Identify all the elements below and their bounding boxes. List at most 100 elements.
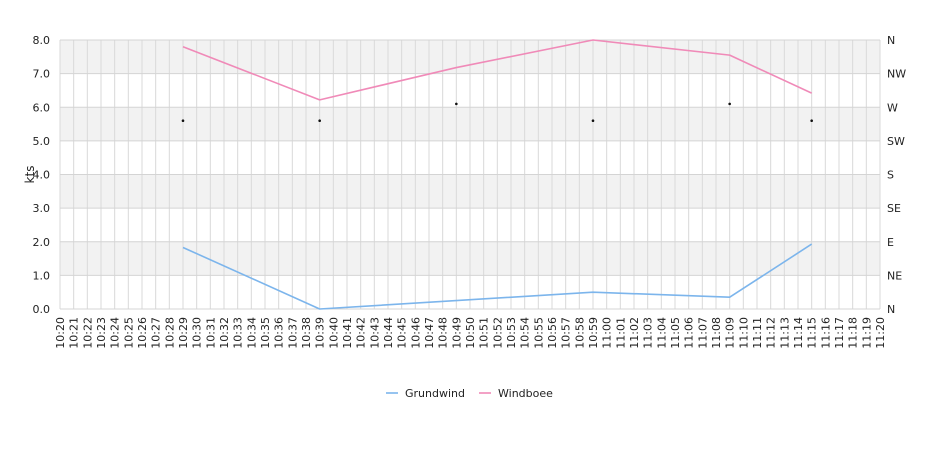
legend-label: Grundwind [405,387,465,400]
direction-marker [318,119,321,122]
x-tick-label: 11:06 [683,317,696,349]
x-tick-label: 11:10 [737,317,750,349]
x-tick-label: 10:46 [409,317,422,349]
x-tick-label: 10:49 [450,317,463,349]
x-axis-ticks: 10:20 10:21 10:22 10:23 10:24 10:25 10:26 10:27… [54,317,887,349]
x-tick-label: 10:53 [505,317,518,349]
x-tick-label: 10:27 [150,317,163,349]
x-tick-label: 10:52 [491,317,504,349]
direction-tick-label: S [887,169,894,182]
x-tick-label: 11:17 [833,317,846,349]
x-tick-label: 11:02 [628,317,641,349]
x-tick-label: 10:31 [204,317,217,349]
direction-tick-label: NW [887,68,906,81]
x-tick-label: 10:41 [341,317,354,349]
x-tick-label: 10:47 [423,317,436,349]
y-axis-ticks: 0.0 1.0 2.0 3.0 4.0 5.0 6.0 7.0 8.0 [33,34,51,316]
x-tick-label: 10:26 [136,317,149,349]
x-tick-label: 10:23 [95,317,108,349]
direction-tick-label: N [887,303,895,316]
x-tick-label: 11:13 [778,317,791,349]
x-tick-label: 10:36 [273,317,286,349]
x-tick-label: 11:11 [751,317,764,349]
y-tick-label: 8.0 [33,34,51,47]
x-tick-label: 10:51 [478,317,491,349]
direction-tick-label: SW [887,135,905,148]
x-tick-label: 10:32 [218,317,231,349]
legend-label: Windboee [498,387,553,400]
x-tick-label: 10:21 [68,317,81,349]
x-tick-label: 11:00 [601,317,614,349]
y-tick-label: 4.0 [33,169,51,182]
x-tick-label: 10:25 [122,317,135,349]
x-tick-label: 10:59 [587,317,600,349]
direction-marker [181,119,185,122]
x-tick-label: 11:07 [696,317,709,349]
x-tick-label: 11:09 [724,317,737,349]
series-line-windboee [182,39,813,101]
x-tick-label: 11:08 [710,317,723,349]
legend-item-grundwind[interactable]: Grundwind [386,387,465,400]
x-tick-label: 10:28 [163,317,176,349]
y-tick-label: 2.0 [33,236,51,249]
x-tick-label: 10:22 [81,317,94,349]
direction-marker [455,102,458,106]
x-tick-label: 11:18 [847,317,860,349]
direction-marker [591,119,595,122]
x-tick-label: 10:48 [437,317,450,349]
right-axis-ticks: N NE E SE S SW W NW N [887,34,906,316]
x-tick-label: 10:54 [519,317,532,349]
direction-marker [728,102,731,106]
x-tick-label: 11:01 [614,317,627,349]
y-tick-label: 5.0 [33,135,51,148]
x-tick-label: 10:45 [396,317,409,349]
x-tick-label: 10:55 [532,317,545,349]
x-tick-label: 10:56 [546,317,559,349]
x-tick-label: 10:43 [368,317,381,349]
direction-markers [181,102,813,122]
legend-item-windboee[interactable]: Windboee [479,387,553,400]
series-lines [182,39,813,310]
x-tick-label: 10:33 [232,317,245,349]
x-tick-label: 10:39 [314,317,327,349]
x-tick-label: 11:19 [860,317,873,349]
y-tick-label: 7.0 [33,68,51,81]
x-tick-label: 10:38 [300,317,313,349]
y-tick-label: 6.0 [33,101,51,114]
x-tick-label: 10:42 [355,317,368,349]
x-tick-label: 10:24 [109,317,122,349]
x-tick-label: 11:15 [806,317,819,349]
x-tick-label: 10:57 [560,317,573,349]
direction-tick-label: NE [887,269,902,282]
x-tick-label: 10:37 [286,317,299,349]
x-tick-label: 10:44 [382,317,395,349]
x-tick-label: 10:34 [245,317,258,349]
direction-tick-label: N [887,34,895,47]
x-tick-label: 11:05 [669,317,682,349]
x-tick-label: 10:30 [191,317,204,349]
x-tick-label: 10:20 [54,317,67,349]
x-tick-label: 11:20 [874,317,887,349]
direction-tick-label: W [887,101,898,114]
direction-marker [810,119,813,122]
x-tick-label: 11:14 [792,317,805,349]
legend[interactable]: Grundwind Windboee [386,387,553,400]
x-tick-label: 10:50 [464,317,477,349]
x-tick-label: 11:12 [765,317,778,349]
direction-tick-label: E [887,236,894,249]
x-tick-label: 11:04 [655,317,668,349]
series-line-grundwind [182,243,813,310]
horizontal-gridlines [60,39,880,310]
y-axis-title: kts [23,166,37,184]
direction-tick-label: SE [887,202,901,215]
x-tick-label: 10:40 [327,317,340,349]
y-tick-label: 1.0 [33,269,51,282]
x-tick-label: 10:58 [573,317,586,349]
x-tick-label: 11:16 [819,317,832,349]
y-tick-label: 3.0 [33,202,51,215]
x-tick-label: 10:29 [177,317,190,349]
y-tick-label: 0.0 [33,303,51,316]
x-tick-label: 11:03 [642,317,655,349]
x-tick-label: 10:35 [259,317,272,349]
